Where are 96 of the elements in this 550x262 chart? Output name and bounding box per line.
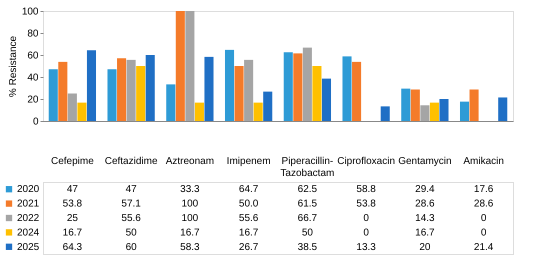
bar <box>430 102 439 121</box>
bar <box>107 69 117 121</box>
bar <box>136 66 146 121</box>
bar <box>420 105 430 121</box>
bar <box>352 62 362 121</box>
x-tick-label: Cefepime <box>50 156 94 167</box>
data-label: 55.6 <box>121 213 142 224</box>
data-label: 16.7 <box>62 227 83 238</box>
data-label: 21.4 <box>474 242 494 253</box>
data-label: 0 <box>480 227 487 238</box>
x-tick-label: Aztreonam <box>166 156 214 167</box>
bar <box>166 84 176 121</box>
bar <box>224 50 234 121</box>
bar <box>470 90 479 121</box>
legend-label: 2020 <box>17 184 40 196</box>
x-tick-label: Piperacillin-Tazobactam <box>280 156 334 179</box>
data-label: 16.7 <box>415 227 436 238</box>
y-tick-label: 40 <box>27 72 39 84</box>
data-label: 50 <box>302 227 314 238</box>
y-tick-label: 20 <box>27 94 39 106</box>
data-label: 38.5 <box>298 242 318 253</box>
bar <box>126 60 136 121</box>
data-label: 100 <box>182 198 199 210</box>
bar <box>86 50 96 121</box>
y-tick-label: 80 <box>27 28 39 40</box>
bar <box>498 97 508 121</box>
data-label: 50.0 <box>238 198 259 210</box>
bar <box>380 106 390 121</box>
y-tick-label: 60 <box>27 50 39 62</box>
data-label: 13.3 <box>356 242 376 253</box>
bar <box>410 90 420 121</box>
bar <box>342 56 352 121</box>
data-label: 53.8 <box>62 198 83 210</box>
x-tick-label: Amikacin <box>463 156 504 167</box>
bar <box>302 48 312 121</box>
data-label: 16.7 <box>180 227 200 238</box>
bar <box>439 99 449 121</box>
x-tick-label: Imipenem <box>226 156 271 167</box>
bar <box>254 102 263 121</box>
y-tick-label: 100 <box>22 6 39 18</box>
data-label: 29.4 <box>415 184 436 196</box>
data-label: 62.5 <box>298 184 318 196</box>
data-label: 0 <box>363 213 370 224</box>
data-label: 64.7 <box>238 184 259 196</box>
data-label: 16.7 <box>238 227 259 238</box>
bar <box>293 53 302 121</box>
legend-label: 2021 <box>17 198 40 210</box>
bar <box>204 56 214 121</box>
bar <box>284 52 293 121</box>
bar <box>401 88 410 121</box>
bar <box>263 92 272 121</box>
data-label: 61.5 <box>298 198 318 210</box>
y-tick-label: 0 <box>32 116 39 128</box>
data-label: 47 <box>66 184 78 196</box>
bar <box>460 102 470 121</box>
y-axis-title: % Resistance <box>8 35 19 98</box>
data-label: 0 <box>480 213 487 224</box>
legend-label: 2025 <box>17 242 40 253</box>
data-label: 28.6 <box>415 198 436 210</box>
x-tick-label: Ceftazidime <box>104 156 158 167</box>
data-label: 50 <box>126 227 138 238</box>
data-label: 17.6 <box>474 184 494 196</box>
legend-label: 2024 <box>17 227 40 238</box>
data-label: 25 <box>66 213 78 224</box>
bar <box>194 102 204 121</box>
bar <box>48 69 58 121</box>
data-label: 26.7 <box>238 242 259 253</box>
data-label: 53.8 <box>356 198 376 210</box>
data-label: 60 <box>126 242 138 253</box>
bar <box>117 58 126 121</box>
bar <box>322 78 332 121</box>
bar <box>146 55 155 121</box>
bar <box>312 66 322 121</box>
data-label: 64.3 <box>62 242 83 253</box>
x-tick-label: Gentamycin <box>398 156 452 167</box>
bar <box>244 60 254 121</box>
data-label: 55.6 <box>238 213 259 224</box>
bar <box>185 11 194 121</box>
data-label: 58.8 <box>356 184 376 196</box>
legend-label: 2022 <box>17 213 40 224</box>
data-label: 20 <box>419 242 431 253</box>
data-label: 66.7 <box>298 213 318 224</box>
data-label: 58.3 <box>180 242 200 253</box>
bar <box>77 102 86 121</box>
data-label: 28.6 <box>474 198 494 210</box>
data-label: 100 <box>182 213 199 224</box>
data-label: 0 <box>363 227 370 238</box>
bar <box>58 62 68 121</box>
x-tick-label: Ciprofloxacin <box>337 156 396 167</box>
data-label: 14.3 <box>415 213 436 224</box>
data-label: 57.1 <box>121 198 142 210</box>
bar <box>68 94 77 121</box>
data-label: 47 <box>126 184 138 196</box>
bar <box>176 11 185 121</box>
bar <box>234 66 244 121</box>
data-label: 33.3 <box>180 184 200 196</box>
